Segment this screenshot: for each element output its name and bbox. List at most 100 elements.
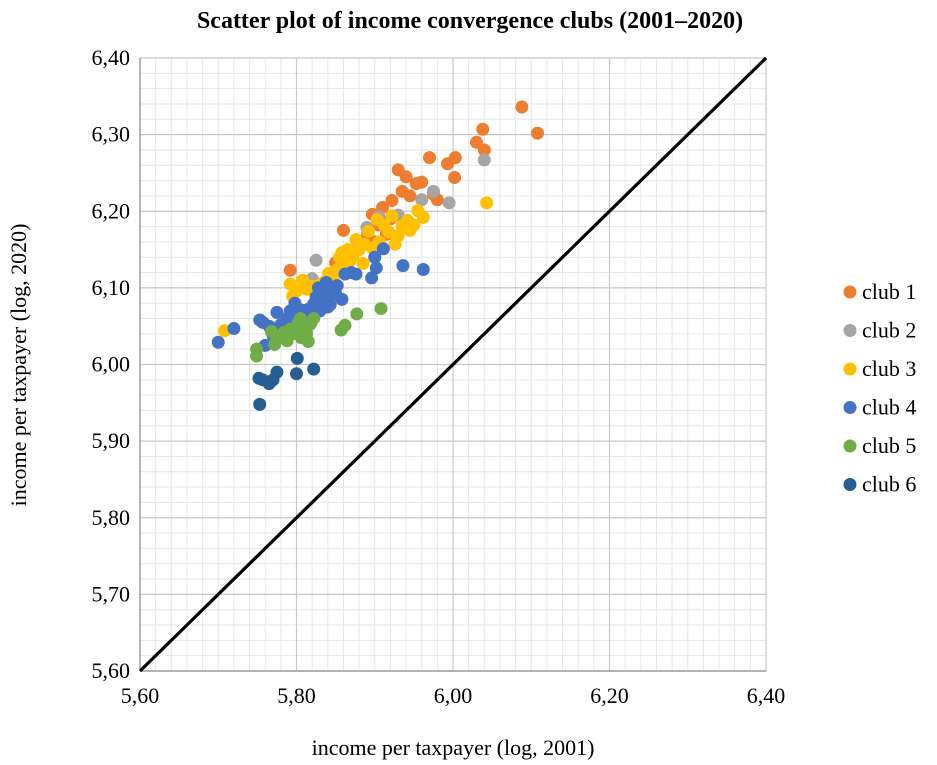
data-point	[395, 184, 409, 198]
legend-label: club 1	[862, 279, 916, 304]
data-point	[310, 292, 324, 306]
data-point	[376, 242, 390, 256]
legend-label: club 6	[862, 472, 916, 497]
data-point	[388, 237, 402, 251]
y-tick-label: 5,90	[92, 428, 131, 453]
y-tick-label: 6,00	[92, 352, 131, 377]
x-axis-label: income per taxpayer (log, 2001)	[312, 735, 595, 760]
series-5	[250, 302, 388, 363]
series-6	[252, 351, 321, 411]
y-tick-label: 6,10	[92, 275, 131, 300]
data-point	[480, 196, 494, 210]
data-point	[270, 305, 284, 319]
data-point	[307, 362, 321, 376]
data-point	[283, 263, 297, 277]
data-point	[469, 135, 483, 149]
data-point	[368, 250, 382, 264]
data-point	[374, 302, 388, 316]
legend-marker	[843, 324, 857, 337]
legend-label: club 3	[862, 356, 916, 381]
data-point	[333, 250, 347, 264]
data-point	[448, 171, 462, 185]
data-point	[253, 397, 267, 411]
legend-item: club 6	[843, 472, 916, 497]
legend-marker	[843, 439, 857, 453]
data-point	[334, 323, 348, 337]
data-point	[290, 351, 304, 365]
data-point	[370, 213, 384, 227]
legend-label: club 5	[862, 433, 916, 458]
legend-marker	[843, 285, 857, 299]
series-1	[283, 100, 545, 277]
data-point	[264, 325, 278, 339]
y-tick-label: 6,30	[92, 122, 131, 147]
data-point	[253, 313, 267, 327]
x-tick-label: 6,00	[434, 683, 473, 708]
legend-item: club 2	[843, 318, 916, 343]
data-point	[211, 335, 225, 349]
data-points	[211, 100, 545, 411]
chart-title: Scatter plot of income convergence clubs…	[197, 8, 743, 34]
data-point	[361, 224, 375, 238]
x-tick-label: 6,20	[590, 683, 629, 708]
data-point	[338, 267, 352, 281]
axes: 5,60 5,80 6,00 6,20 6,40 5,60 5,70 5,80 5,90 6,00…	[92, 45, 786, 708]
data-point	[369, 261, 383, 275]
data-point	[317, 281, 331, 295]
data-point	[250, 349, 264, 363]
data-point	[531, 126, 545, 140]
data-point	[268, 338, 282, 352]
data-point	[385, 209, 399, 223]
x-tick-label: 6,40	[747, 683, 786, 708]
legend: club 1 club 2 club 3 club 4 club 5 club 6	[843, 279, 916, 497]
y-tick-label: 6,20	[92, 198, 131, 223]
y-axis-label: income per taxpayer (log, 2020)	[6, 224, 31, 507]
data-point	[476, 122, 490, 136]
data-point	[385, 194, 399, 208]
y-tick-label: 5,70	[92, 581, 131, 606]
data-point	[415, 193, 429, 207]
data-point	[391, 163, 405, 177]
reference-line-group	[138, 56, 768, 673]
y-tick-label: 5,60	[92, 658, 131, 683]
data-point	[365, 271, 379, 285]
data-point	[477, 153, 491, 167]
data-point	[283, 277, 297, 291]
data-point	[409, 177, 423, 191]
data-point	[301, 335, 315, 349]
data-point	[441, 157, 455, 171]
reference-line	[138, 56, 768, 673]
legend-marker	[843, 362, 857, 376]
data-point	[227, 321, 241, 335]
legend-label: club 2	[862, 318, 916, 343]
data-point	[416, 262, 430, 276]
legend-marker	[843, 401, 857, 414]
data-point	[321, 300, 335, 314]
data-point	[515, 100, 529, 114]
data-point	[349, 233, 363, 247]
data-point	[296, 273, 310, 287]
data-point	[426, 184, 440, 198]
data-point	[336, 223, 350, 237]
data-point	[411, 203, 425, 217]
legend-item: club 3	[843, 356, 916, 381]
data-point	[403, 223, 417, 237]
data-point	[423, 151, 437, 165]
data-point	[396, 259, 410, 273]
legend-item: club 5	[843, 433, 916, 458]
data-point	[356, 256, 370, 270]
data-point	[329, 287, 343, 301]
x-tick-label: 5,60	[121, 683, 160, 708]
data-point	[290, 367, 303, 381]
series-4	[211, 242, 430, 352]
data-point	[309, 253, 323, 267]
legend-item: club 1	[843, 279, 916, 304]
data-point	[252, 371, 266, 385]
legend-marker	[843, 478, 857, 491]
series-3	[218, 196, 494, 338]
legend-label: club 4	[862, 395, 916, 420]
data-point	[293, 312, 307, 326]
x-tick-label: 5,80	[277, 683, 316, 708]
y-tick-label: 5,80	[92, 505, 131, 530]
